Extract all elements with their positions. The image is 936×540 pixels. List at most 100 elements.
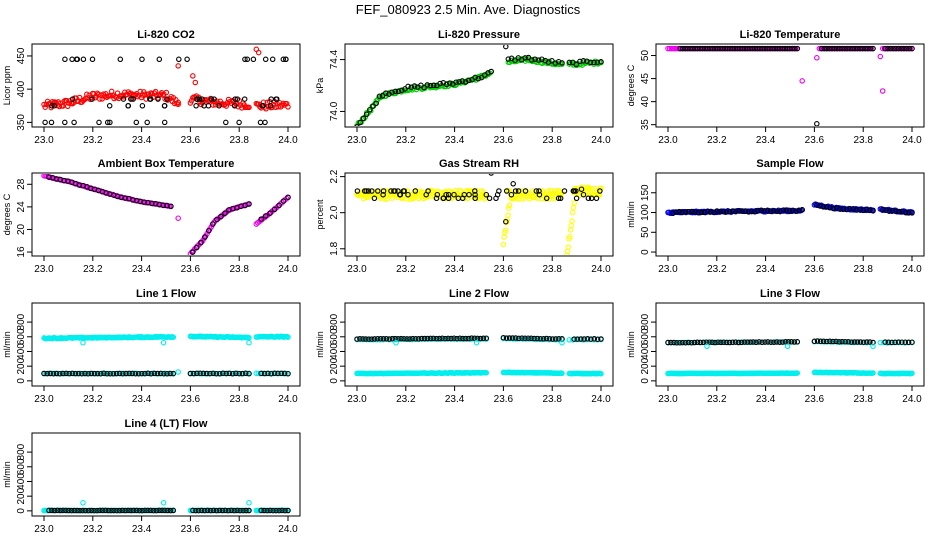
plot-area: [41, 500, 291, 514]
data-point: [794, 339, 801, 345]
data-point: [472, 195, 478, 202]
data-point: [588, 336, 594, 342]
data-point: [242, 370, 249, 377]
data-point: [566, 337, 573, 343]
data-point: [503, 219, 510, 226]
data-point: [559, 370, 565, 377]
data-point: [246, 104, 252, 111]
panel-title: Line 4 (LT) Flow: [125, 418, 208, 430]
data-point: [771, 208, 777, 214]
data-point: [702, 45, 708, 52]
data-point: [903, 45, 910, 52]
data-point: [767, 45, 773, 52]
data-point: [569, 209, 576, 216]
data-point: [758, 207, 764, 214]
data-point: [834, 45, 840, 52]
data-point: [142, 91, 148, 98]
data-point: [567, 227, 574, 233]
data-point: [276, 507, 282, 514]
data-point: [69, 56, 75, 63]
data-point: [501, 234, 507, 240]
data-point: [885, 45, 891, 52]
data-point: [767, 208, 774, 214]
data-point: [434, 191, 441, 198]
data-point: [863, 206, 870, 213]
panel-2: Li-820 Temperature 23.0 23.2 23.4 23.6 23.8 24…: [626, 29, 925, 146]
data-point: [779, 45, 786, 52]
data-point: [188, 97, 195, 104]
data-point: [853, 207, 860, 213]
data-point: [909, 45, 915, 52]
data-point: [91, 370, 98, 377]
data-point: [747, 339, 754, 345]
data-point: [473, 339, 480, 346]
data-point: [421, 335, 428, 342]
data-point: [53, 176, 60, 182]
x-tick-label: 23.8: [229, 394, 249, 405]
data-point: [213, 507, 220, 514]
data-point: [902, 209, 909, 216]
data-point: [246, 500, 252, 506]
data-point: [56, 103, 63, 110]
data-point: [898, 45, 905, 52]
data-point: [735, 339, 742, 346]
panel-9: Line 4 (LT) Flow 23.0 23.2 23.4 23.6 23.8 24.0…: [2, 418, 301, 535]
data-point: [357, 119, 363, 126]
data-point: [236, 119, 242, 126]
data-point: [455, 195, 462, 202]
data-point: [89, 56, 96, 63]
data-point: [133, 507, 140, 514]
x-tick-label: 23.0: [34, 135, 54, 146]
data-point: [193, 103, 199, 109]
data-point: [139, 507, 145, 514]
data-point: [789, 45, 796, 52]
data-point: [424, 82, 431, 88]
data-point: [687, 45, 693, 52]
data-point: [395, 335, 401, 342]
data-point: [413, 335, 419, 342]
data-point: [108, 507, 114, 514]
data-point: [365, 188, 372, 194]
data-point: [597, 186, 603, 192]
data-point: [151, 370, 158, 377]
data-point: [750, 339, 756, 345]
data-point: [757, 45, 763, 52]
data-point: [202, 234, 208, 240]
data-point: [792, 45, 798, 52]
data-point: [488, 68, 494, 75]
data-point: [160, 500, 167, 506]
data-point: [104, 119, 111, 126]
data-point: [148, 370, 154, 377]
data-point: [89, 96, 95, 102]
x-tick-label: 23.2: [83, 524, 103, 535]
data-point: [216, 370, 223, 377]
data-point: [380, 191, 386, 198]
data-point: [246, 370, 252, 377]
data-point: [175, 101, 181, 108]
data-point: [168, 203, 174, 209]
x-tick-label: 23.0: [34, 524, 54, 535]
plot-frame: [31, 172, 301, 257]
data-point: [724, 45, 731, 52]
data-point: [418, 335, 425, 342]
data-point: [747, 45, 753, 52]
x-tick-label: 23.0: [34, 394, 54, 405]
data-point: [793, 208, 799, 214]
plot-area: [354, 334, 604, 377]
data-point: [398, 87, 405, 94]
data-point: [814, 55, 820, 61]
data-point: [451, 191, 457, 198]
y-axis-label: degrees C: [626, 64, 636, 106]
data-point: [170, 507, 177, 514]
data-point: [262, 119, 268, 126]
y-tick-label: 40: [640, 96, 651, 108]
data-point: [742, 208, 749, 214]
x-tick-label: 23.4: [132, 524, 152, 535]
data-point: [125, 103, 131, 109]
data-point: [744, 45, 751, 52]
data-point: [232, 96, 238, 102]
data-point: [847, 45, 853, 52]
data-point: [739, 208, 746, 214]
data-point: [773, 339, 780, 345]
data-point: [393, 339, 399, 346]
